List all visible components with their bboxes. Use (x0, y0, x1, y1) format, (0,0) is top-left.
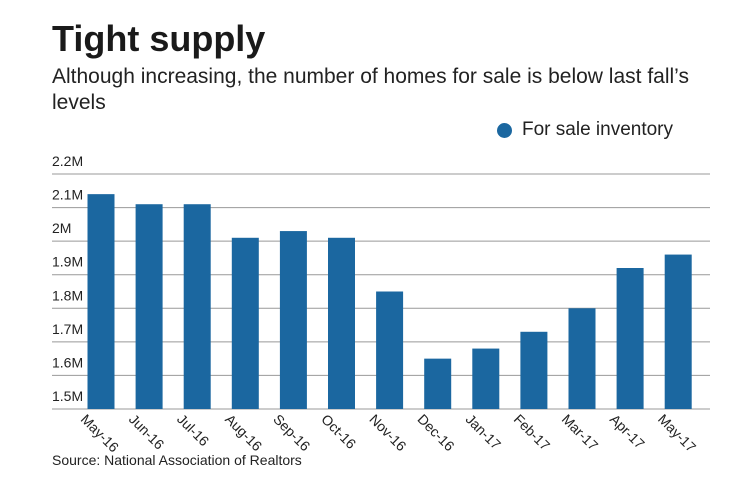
x-tick-label: Oct-16 (318, 411, 359, 452)
bar (279, 231, 307, 409)
source-note: Source: National Association of Realtors (52, 452, 302, 468)
legend: For sale inventory (497, 119, 673, 141)
x-tick-label: Sep-16 (270, 411, 313, 454)
chart-title: Tight supply (52, 18, 266, 59)
bar (664, 254, 692, 409)
bar (616, 268, 644, 409)
bar (520, 331, 548, 409)
bar (135, 204, 163, 409)
x-tick-label: May-17 (655, 411, 699, 455)
x-tick-label: Jan-17 (463, 411, 505, 453)
y-tick-label: 1.5M (52, 388, 83, 404)
bar (376, 291, 404, 409)
x-tick-label: Mar-17 (559, 411, 602, 454)
x-tick-label: May-16 (78, 411, 122, 455)
chart-subtitle: Although increasing, the number of homes… (52, 65, 689, 114)
legend-marker-icon (497, 122, 512, 138)
bar (183, 204, 211, 409)
y-tick-label: 1.7M (52, 321, 83, 337)
bar (87, 194, 115, 409)
x-tick-label: Dec-16 (415, 411, 458, 454)
y-tick-label: 2.1M (52, 187, 83, 203)
bar (231, 237, 259, 409)
legend-label: For sale inventory (522, 119, 674, 140)
y-tick-label: 2.2M (52, 153, 83, 169)
x-tick-label: Apr-17 (607, 411, 648, 452)
y-tick-label: 1.8M (52, 287, 83, 303)
y-tick-label: 2M (52, 220, 71, 236)
y-tick-label: 1.6M (52, 354, 83, 370)
x-tick-label: Jun-16 (126, 411, 168, 453)
x-tick-label: Aug-16 (222, 411, 265, 454)
bar (568, 308, 596, 409)
y-tick-label: 1.9M (52, 254, 83, 270)
bar (328, 237, 355, 409)
x-tick-label: Feb-17 (511, 411, 554, 454)
bar (472, 348, 500, 409)
x-tick-label: Jul-16 (174, 411, 212, 449)
bar (424, 358, 452, 409)
x-tick-label: Nov-16 (366, 411, 409, 454)
